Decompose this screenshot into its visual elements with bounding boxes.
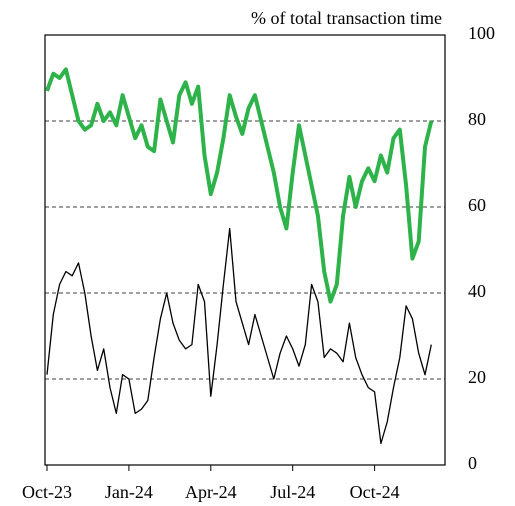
chart-title: % of total transaction time (251, 8, 442, 28)
y-tick-label: 60 (468, 195, 486, 215)
y-tick-label: 20 (468, 367, 486, 387)
x-tick-label: Oct-24 (350, 482, 400, 502)
y-tick-label: 80 (468, 109, 486, 129)
series-line (46, 227, 432, 445)
y-tick-label: 40 (468, 281, 486, 301)
series-line (45, 67, 434, 304)
x-tick-label: Oct-23 (22, 482, 72, 502)
x-tick-label: Apr-24 (185, 482, 237, 502)
x-tick-label: Jul-24 (270, 482, 315, 502)
y-tick-label: 0 (468, 453, 477, 473)
y-tick-label: 100 (468, 23, 495, 43)
plot-frame (44, 34, 446, 466)
x-tick-label: Jan-24 (105, 482, 153, 502)
